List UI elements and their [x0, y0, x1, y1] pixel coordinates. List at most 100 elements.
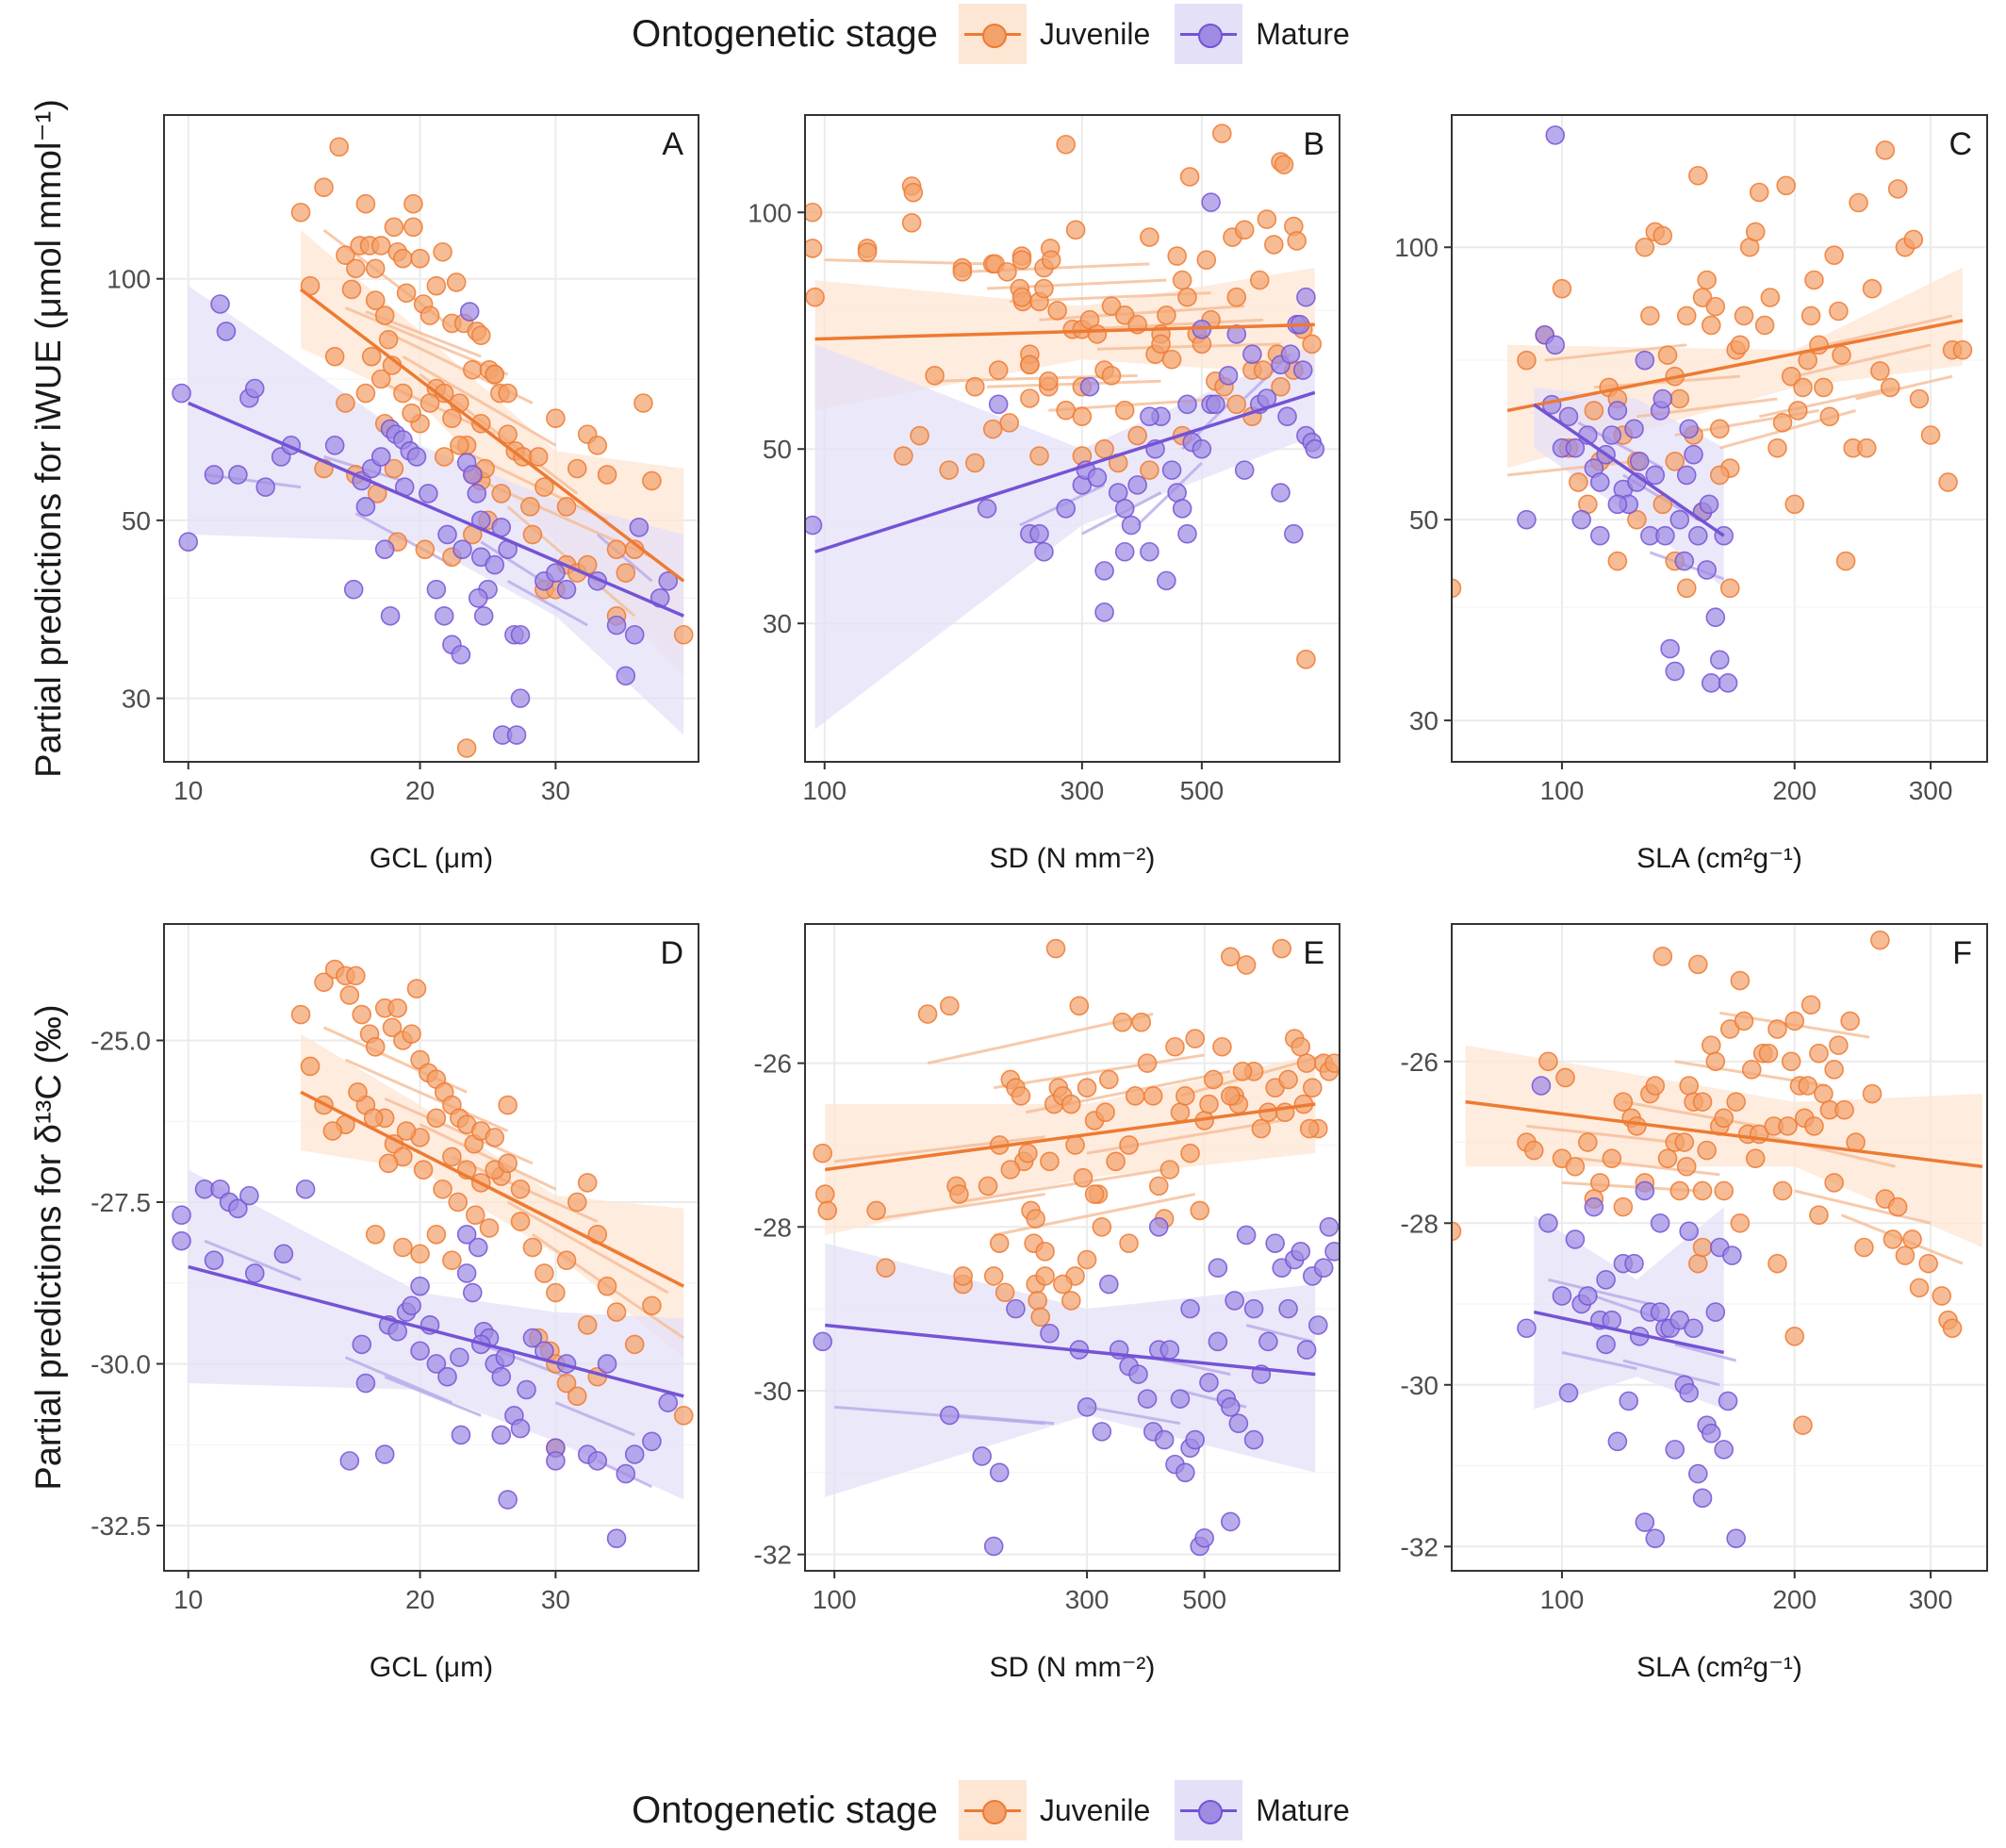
point-juvenile	[1220, 1086, 1241, 1106]
point-juvenile	[1161, 349, 1182, 370]
point-mature	[1602, 425, 1622, 445]
point-mature	[1094, 602, 1114, 622]
point-mature	[1558, 406, 1579, 427]
point-mature	[1220, 1511, 1241, 1532]
point-juvenile	[1026, 1209, 1045, 1229]
point-mature	[616, 666, 636, 686]
point-juvenile	[1069, 996, 1090, 1016]
point-juvenile	[393, 248, 413, 269]
point-juvenile	[1077, 1078, 1097, 1097]
point-mature	[1220, 1397, 1241, 1417]
point-juvenile	[1692, 1092, 1713, 1112]
point-juvenile	[1159, 1160, 1180, 1180]
point-mature	[1726, 1528, 1746, 1548]
point-juvenile	[1249, 270, 1270, 290]
point-mature	[1558, 1383, 1579, 1403]
point-juvenile	[1101, 296, 1122, 316]
point-juvenile	[348, 1082, 368, 1102]
panel-label-a: A	[662, 126, 683, 162]
point-mature	[467, 484, 487, 503]
point-mature	[451, 645, 471, 665]
point-mature	[1234, 460, 1255, 480]
point-mature	[1296, 1340, 1317, 1360]
point-juvenile	[1657, 1148, 1678, 1168]
point-mature	[339, 1451, 360, 1471]
point-juvenile	[814, 1184, 835, 1204]
point-juvenile	[1018, 1143, 1038, 1163]
point-mature	[1679, 419, 1699, 439]
point-juvenile	[419, 393, 440, 413]
point-juvenile	[1734, 1011, 1754, 1031]
point-juvenile	[1854, 1237, 1874, 1258]
point-mature	[410, 1341, 430, 1361]
point-juvenile	[894, 446, 913, 466]
point-juvenile	[1857, 437, 1877, 458]
point-juvenile	[1676, 578, 1697, 599]
point-juvenile	[1719, 578, 1740, 599]
point-mature	[462, 465, 483, 485]
point-mature	[510, 688, 531, 708]
point-juvenile	[522, 1237, 543, 1258]
point-juvenile	[577, 1173, 598, 1193]
point-juvenile	[805, 202, 823, 223]
point-juvenile	[939, 996, 960, 1016]
point-juvenile	[384, 458, 404, 479]
point-juvenile	[485, 364, 505, 385]
point-juvenile	[510, 1179, 531, 1199]
point-juvenile	[673, 1406, 694, 1426]
point-mature	[629, 518, 649, 537]
point-mature	[1176, 1462, 1195, 1483]
point-juvenile	[322, 1121, 343, 1141]
panel-label-e: E	[1303, 935, 1324, 971]
point-juvenile	[520, 497, 540, 517]
point-mature	[1177, 394, 1197, 415]
point-juvenile	[510, 1212, 531, 1231]
point-juvenile	[1627, 1116, 1647, 1136]
group-line-mature	[1548, 1278, 1651, 1306]
confidence-band-mature	[188, 1169, 684, 1500]
point-juvenile	[1523, 1140, 1544, 1161]
point-juvenile	[426, 1224, 447, 1245]
point-mature	[1635, 1180, 1655, 1201]
x-tick-label: 100	[802, 776, 847, 805]
legend-title-bottom: Ontogenetic stage	[632, 1789, 938, 1831]
point-juvenile	[1029, 446, 1049, 466]
point-mature	[510, 624, 531, 645]
point-juvenile	[1148, 1176, 1169, 1196]
point-juvenile	[1199, 1094, 1219, 1114]
point-juvenile	[633, 393, 653, 413]
point-mature	[988, 394, 1009, 415]
point-mature	[1517, 509, 1537, 530]
point-juvenile	[1099, 1069, 1119, 1090]
x-tick-label: 10	[173, 1585, 203, 1614]
point-juvenile	[1726, 1092, 1746, 1112]
point-mature	[210, 294, 230, 314]
x-axis-title-c: SLA (cm²g⁻¹)	[1636, 843, 1802, 874]
point-mature	[1679, 1383, 1699, 1403]
point-mature	[972, 1446, 992, 1466]
point-juvenile	[1257, 209, 1277, 229]
point-juvenile	[1870, 361, 1890, 381]
point-mature	[1128, 1364, 1148, 1384]
x-tick-label: 10	[173, 776, 203, 805]
point-juvenile	[1787, 401, 1808, 421]
point-juvenile	[498, 424, 518, 444]
point-juvenile	[1709, 465, 1730, 486]
point-juvenile	[1035, 1266, 1055, 1286]
point-juvenile	[1862, 1083, 1883, 1104]
point-juvenile	[997, 262, 1017, 282]
point-juvenile	[1814, 377, 1833, 398]
point-juvenile	[546, 408, 566, 428]
group-line-juvenile	[1039, 305, 1245, 322]
legend-title: Ontogenetic stage	[632, 12, 938, 55]
point-juvenile	[567, 1192, 587, 1213]
point-mature	[1538, 1213, 1558, 1233]
point-mature	[172, 1205, 191, 1225]
point-juvenile	[1220, 947, 1241, 967]
point-juvenile	[1887, 1196, 1908, 1217]
point-juvenile	[1849, 192, 1868, 213]
point-mature	[244, 1263, 265, 1283]
x-tick-label: 300	[1065, 1585, 1110, 1614]
group-line-juvenile	[506, 1200, 669, 1295]
point-mature	[510, 1418, 531, 1439]
